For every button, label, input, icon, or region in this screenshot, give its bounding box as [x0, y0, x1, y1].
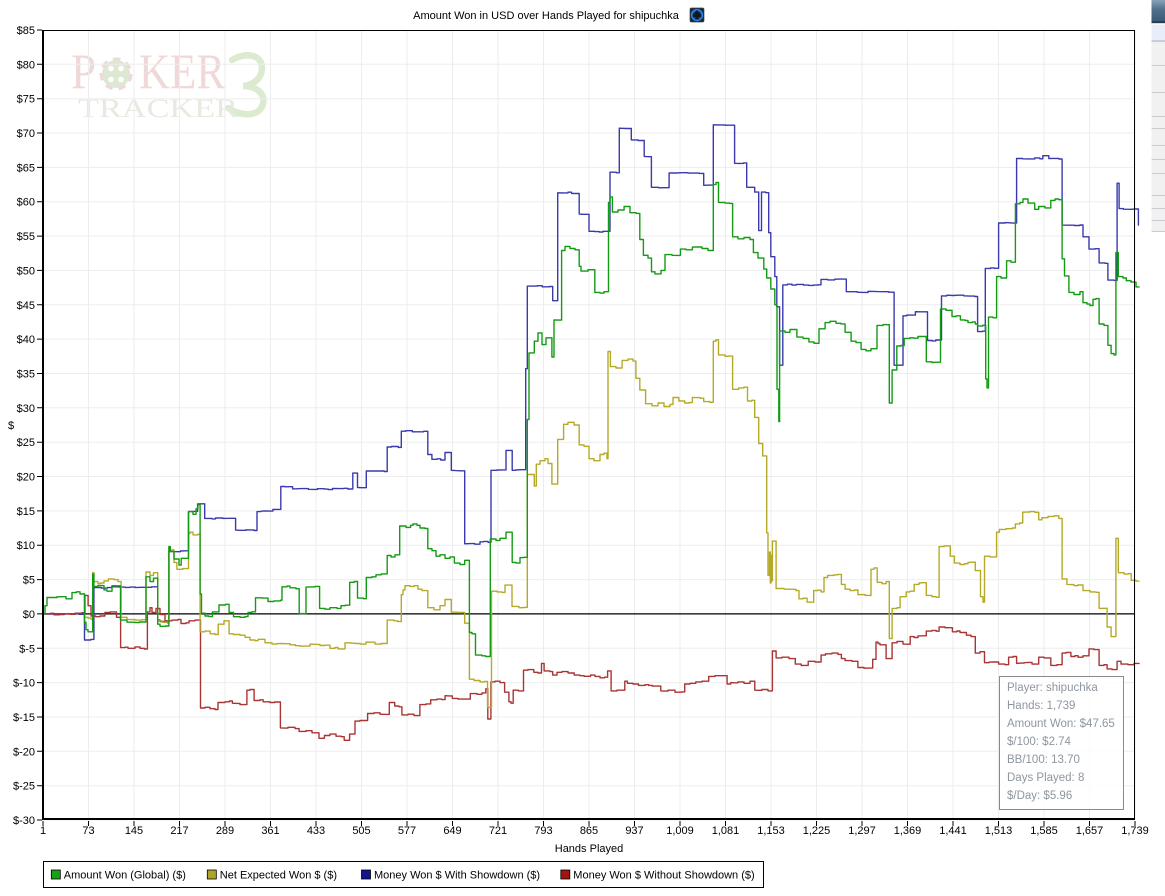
svg-text:$45: $45	[17, 300, 35, 312]
svg-text:433: 433	[307, 825, 325, 837]
svg-text:$60: $60	[17, 197, 35, 209]
svg-text:217: 217	[170, 825, 188, 837]
svg-text:Money Won $ Without Showdown (: Money Won $ Without Showdown ($)	[573, 870, 754, 882]
svg-text:$-5: $-5	[19, 643, 35, 655]
svg-text:649: 649	[443, 825, 461, 837]
svg-text:1,369: 1,369	[894, 825, 922, 837]
svg-text:$65: $65	[17, 162, 35, 174]
svg-text:Hands: 1,739: Hands: 1,739	[1007, 700, 1075, 712]
svg-text:Net Expected Won $ ($): Net Expected Won $ ($)	[220, 870, 337, 882]
svg-text:$-10: $-10	[13, 678, 35, 690]
svg-text:$75: $75	[17, 94, 35, 106]
svg-text:505: 505	[352, 825, 370, 837]
svg-text:$50: $50	[17, 265, 35, 277]
svg-text:$40: $40	[17, 334, 35, 346]
svg-text:1: 1	[40, 825, 46, 837]
svg-text:577: 577	[398, 825, 416, 837]
svg-text:$-30: $-30	[13, 815, 35, 827]
svg-text:865: 865	[580, 825, 598, 837]
svg-text:$55: $55	[17, 231, 35, 243]
svg-text:361: 361	[261, 825, 279, 837]
svg-text:793: 793	[534, 825, 552, 837]
svg-text:Days Played: 8: Days Played: 8	[1007, 772, 1084, 784]
svg-text:Player: shipuchka: Player: shipuchka	[1007, 682, 1098, 694]
svg-text:937: 937	[625, 825, 643, 837]
svg-text:Amount Won: $47.65: Amount Won: $47.65	[1007, 718, 1115, 730]
svg-text:KER: KER	[139, 43, 226, 99]
svg-text:P: P	[71, 43, 96, 99]
svg-text:$: $	[8, 420, 14, 432]
svg-text:145: 145	[125, 825, 143, 837]
svg-text:$70: $70	[17, 128, 35, 140]
svg-text:$20: $20	[17, 472, 35, 484]
svg-text:1,009: 1,009	[666, 825, 694, 837]
svg-text:$80: $80	[17, 59, 35, 71]
svg-text:Amount Won in USD over Hands P: Amount Won in USD over Hands Played for …	[413, 10, 680, 22]
svg-text:BB/100: 13.70: BB/100: 13.70	[1007, 754, 1080, 766]
svg-text:1,153: 1,153	[757, 825, 785, 837]
svg-text:Hands Played: Hands Played	[555, 843, 624, 855]
svg-text:1,441: 1,441	[939, 825, 967, 837]
svg-text:73: 73	[82, 825, 94, 837]
svg-text:1,081: 1,081	[712, 825, 740, 837]
svg-text:$/100: $2.74: $/100: $2.74	[1007, 736, 1072, 748]
svg-text:1,585: 1,585	[1030, 825, 1058, 837]
svg-text:$5: $5	[23, 575, 35, 587]
svg-text:1,297: 1,297	[848, 825, 876, 837]
svg-text:721: 721	[489, 825, 507, 837]
svg-text:$/Day: $5.96: $/Day: $5.96	[1007, 790, 1072, 802]
svg-text:1,513: 1,513	[985, 825, 1013, 837]
svg-text:$30: $30	[17, 403, 35, 415]
svg-text:$15: $15	[17, 506, 35, 518]
svg-text:$35: $35	[17, 369, 35, 381]
svg-text:$85: $85	[17, 25, 35, 37]
svg-text:$-25: $-25	[13, 781, 35, 793]
svg-text:1,657: 1,657	[1076, 825, 1104, 837]
svg-text:289: 289	[216, 825, 234, 837]
svg-text:1,739: 1,739	[1121, 825, 1149, 837]
svg-text:$10: $10	[17, 540, 35, 552]
svg-text:$-20: $-20	[13, 746, 35, 758]
svg-text:$25: $25	[17, 437, 35, 449]
svg-text:Amount Won (Global) ($): Amount Won (Global) ($)	[64, 870, 186, 882]
svg-text:1,225: 1,225	[803, 825, 831, 837]
svg-text:$0: $0	[23, 609, 35, 621]
svg-text:Money Won $ With Showdown ($): Money Won $ With Showdown ($)	[374, 870, 540, 882]
svg-text:$-15: $-15	[13, 712, 35, 724]
